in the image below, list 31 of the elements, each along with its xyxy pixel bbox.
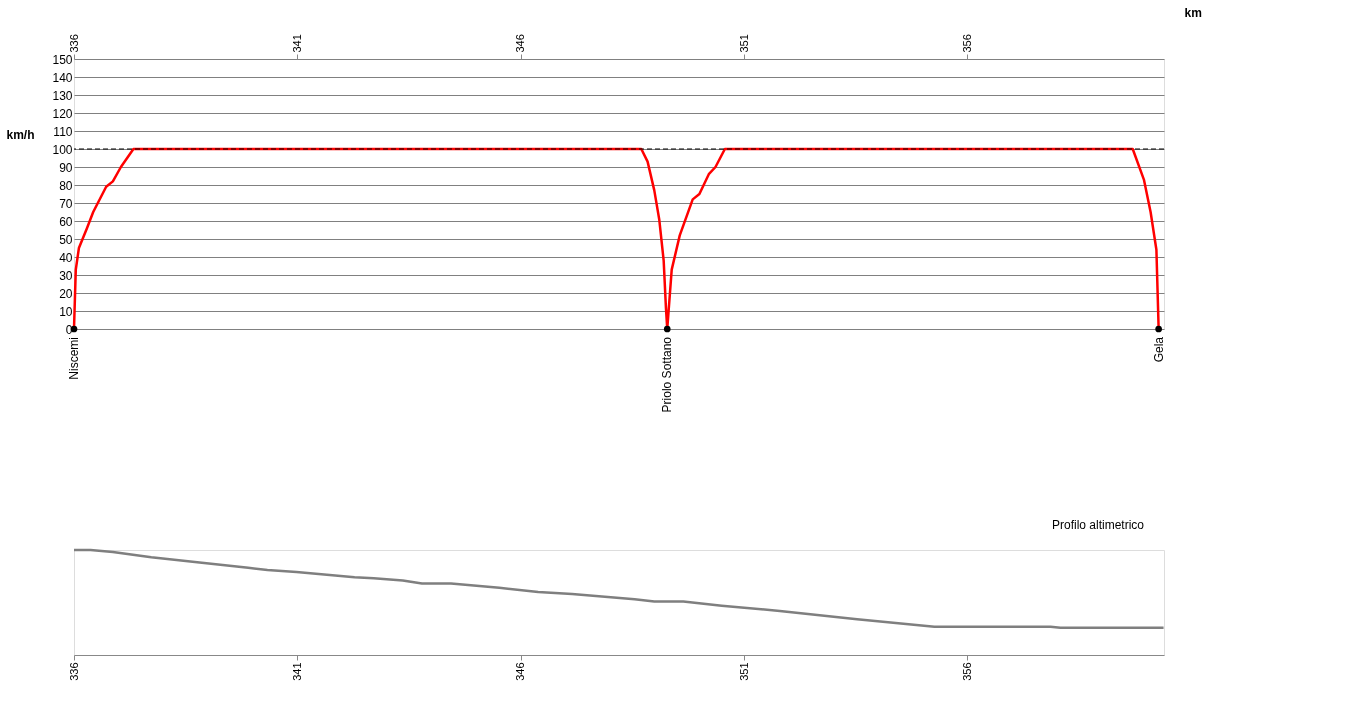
text: Profilo altimetrico	[1052, 518, 1145, 532]
x-tick-label: 346	[514, 34, 527, 53]
y-axis-title: km/h	[6, 127, 35, 142]
y-tick-label: 110	[53, 124, 73, 139]
y-tick-label: 50	[59, 232, 73, 247]
y-tick-label: 80	[59, 178, 73, 193]
y-tick-label: 100	[52, 142, 73, 157]
y-tick-label: 120	[52, 106, 73, 121]
x-tick-label: 356	[960, 34, 973, 53]
annotation: Priolo Sottano	[660, 336, 675, 413]
y-tick-label: 40	[59, 250, 73, 265]
y-tick-label: 130	[52, 88, 73, 103]
annotation: Niscemi	[67, 337, 81, 380]
x-tick-label: 351	[737, 34, 750, 53]
y-tick-label: 70	[59, 196, 73, 211]
x-tick-label: 346	[514, 662, 527, 681]
y-tick-label: 30	[59, 268, 73, 283]
x-tick-label: 356	[960, 662, 973, 681]
y-tick-label: 60	[59, 214, 73, 229]
y-tick-label: 150	[52, 52, 73, 67]
y-tick-label: 20	[59, 286, 73, 301]
x-tick-label: 341	[290, 34, 303, 53]
y-tick-label: 90	[59, 160, 73, 175]
x-tick-label: 336	[67, 34, 80, 53]
y-tick-label: 10	[59, 304, 73, 319]
x-axis-title: km	[1184, 5, 1202, 20]
x-tick-label: 341	[290, 662, 303, 681]
y-tick-label: 140	[52, 70, 73, 85]
x-tick-label: 336	[67, 662, 80, 681]
x-tick-label: 351	[737, 662, 750, 681]
annotation: Gela	[1151, 336, 1166, 363]
